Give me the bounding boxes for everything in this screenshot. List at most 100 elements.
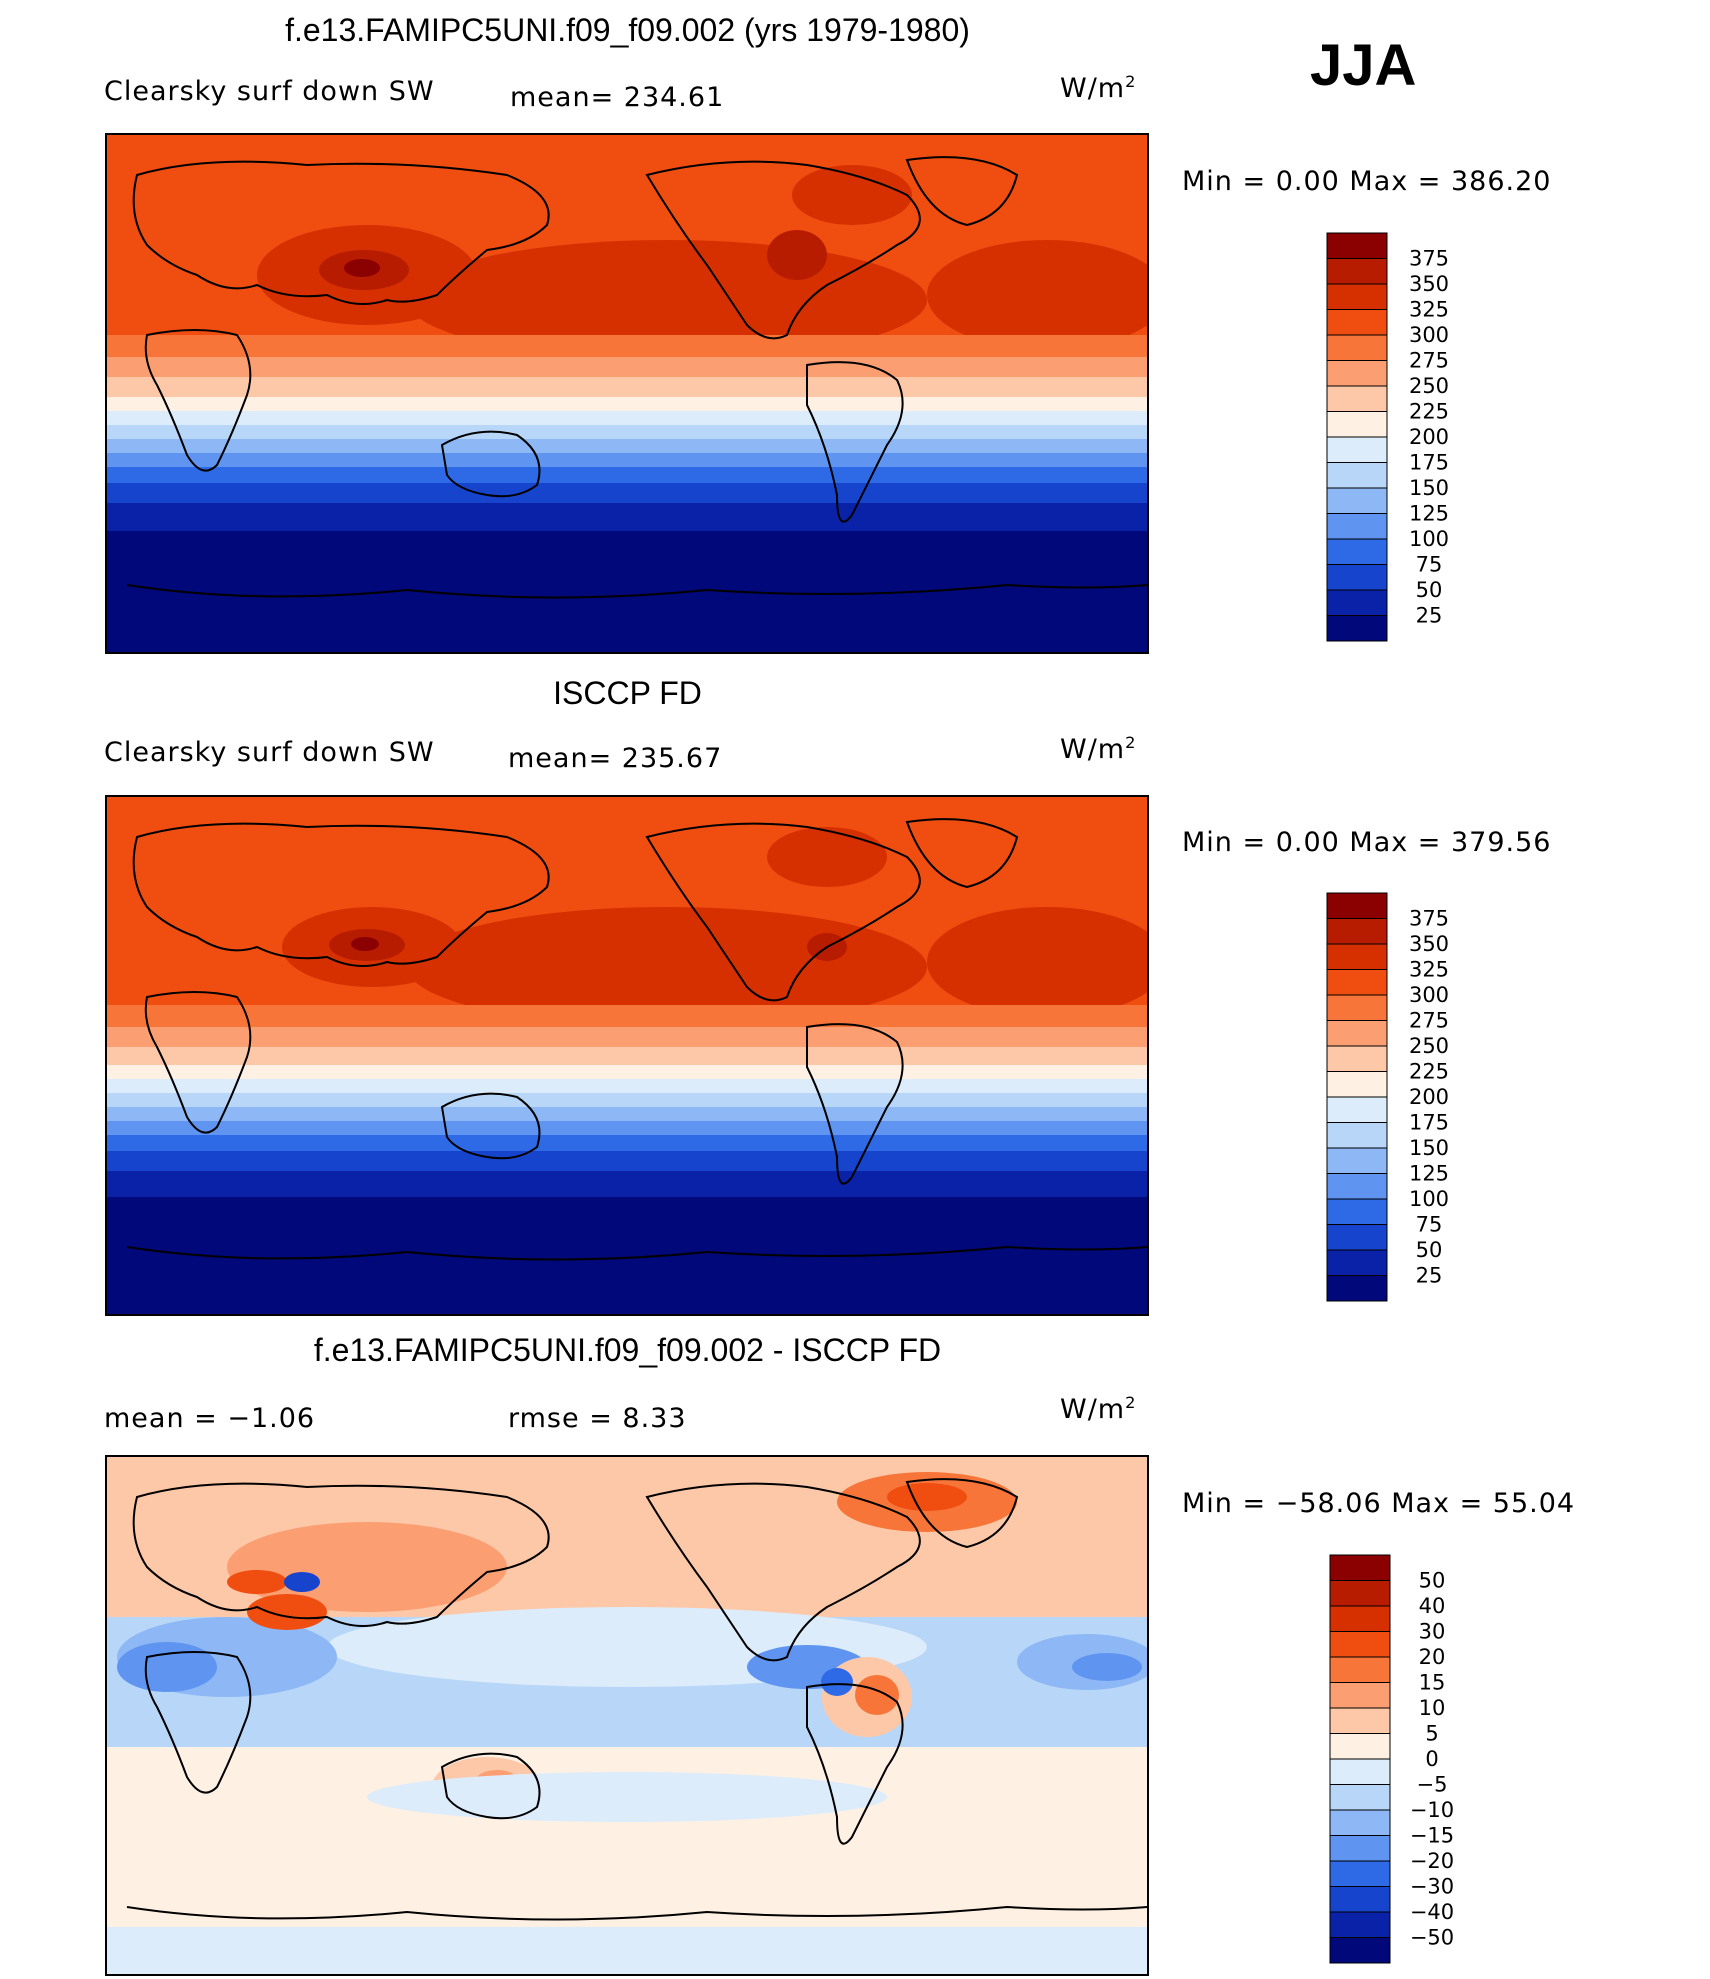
colorbar-swatch bbox=[1326, 334, 1388, 361]
colorbar-tick-label: 200 bbox=[1409, 425, 1449, 449]
colorbar-tick-label: 50 bbox=[1416, 578, 1443, 602]
colorbar-swatch bbox=[1326, 411, 1388, 438]
colorbar-tick-label: 225 bbox=[1409, 400, 1449, 424]
colorbar-swatch bbox=[1326, 538, 1388, 565]
panel1-mean: mean= 234.61 bbox=[510, 82, 725, 113]
colorbar-tick-label: 375 bbox=[1409, 247, 1449, 271]
colorbar-swatch bbox=[1326, 615, 1388, 642]
colorbar-swatch bbox=[1326, 1224, 1388, 1251]
panel1-title: f.e13.FAMIPC5UNI.f09_f09.002 (yrs 1979-1… bbox=[285, 12, 970, 48]
colorbar-swatch bbox=[1326, 283, 1388, 310]
panel2-title: ISCCP FD bbox=[553, 675, 702, 711]
colorbar-swatch bbox=[1326, 1198, 1388, 1225]
panel1-map bbox=[105, 133, 1149, 654]
colorbar-swatch bbox=[1329, 1835, 1391, 1862]
colorbar-swatch bbox=[1329, 1707, 1391, 1734]
colorbar-swatch bbox=[1326, 943, 1388, 970]
colorbar-swatch bbox=[1329, 1784, 1391, 1811]
colorbar-tick-label: −40 bbox=[1410, 1900, 1454, 1924]
colorbar-tick-label: 375 bbox=[1409, 907, 1449, 931]
colorbar-swatch bbox=[1329, 1937, 1391, 1964]
panel1-colorbar: 375 350 325 300 275 250 225 200 175 150 125 100 75 50… bbox=[1326, 232, 1477, 645]
colorbar-swatch bbox=[1329, 1682, 1391, 1709]
colorbar-swatch bbox=[1326, 309, 1388, 336]
colorbar-swatch bbox=[1329, 1911, 1391, 1938]
colorbar-swatch bbox=[1326, 1122, 1388, 1149]
colorbar-swatch bbox=[1329, 1758, 1391, 1785]
colorbar-tick-label: 300 bbox=[1409, 323, 1449, 347]
panel3-colorbar: 50 40 30 20 15 10 5 0 −5 −10 −15 −20 −30 −40 −50 bbox=[1329, 1554, 1480, 1967]
colorbar-swatch bbox=[1329, 1809, 1391, 1836]
colorbar-tick-label: 300 bbox=[1409, 983, 1449, 1007]
colorbar-swatch bbox=[1326, 564, 1388, 591]
colorbar-tick-label: −50 bbox=[1410, 1926, 1454, 1950]
colorbar-swatch bbox=[1326, 969, 1388, 996]
panel2-range: Min = 0.00 Max = 379.56 bbox=[1182, 827, 1552, 858]
panel2-map bbox=[105, 795, 1149, 1316]
colorbar-tick-label: −15 bbox=[1410, 1824, 1454, 1848]
colorbar-tick-label: 150 bbox=[1409, 476, 1449, 500]
panel3-rmse: rmse = 8.33 bbox=[508, 1403, 687, 1434]
colorbar-tick-label: 175 bbox=[1409, 451, 1449, 475]
colorbar-tick-label: −30 bbox=[1410, 1875, 1454, 1899]
colorbar-tick-label: 350 bbox=[1409, 932, 1449, 956]
panel1-units: W/m2 bbox=[1060, 72, 1137, 104]
panel2-units: W/m2 bbox=[1060, 733, 1137, 765]
colorbar-tick-label: −20 bbox=[1410, 1849, 1454, 1873]
colorbar-tick-label: 25 bbox=[1416, 604, 1443, 628]
panel3-range: Min = −58.06 Max = 55.04 bbox=[1182, 1488, 1576, 1519]
colorbar-tick-label: 200 bbox=[1409, 1085, 1449, 1109]
colorbar-swatch bbox=[1326, 1096, 1388, 1123]
colorbar-tick-label: 100 bbox=[1409, 527, 1449, 551]
colorbar-swatch bbox=[1326, 892, 1388, 919]
colorbar-tick-label: 50 bbox=[1419, 1569, 1446, 1593]
colorbar-swatch bbox=[1329, 1554, 1391, 1581]
colorbar-tick-label: −5 bbox=[1417, 1773, 1448, 1797]
colorbar-tick-label: 175 bbox=[1409, 1111, 1449, 1135]
colorbar-tick-label: 125 bbox=[1409, 1162, 1449, 1186]
colorbar-tick-label: 125 bbox=[1409, 502, 1449, 526]
colorbar-tick-label: 40 bbox=[1419, 1594, 1446, 1618]
colorbar-swatch bbox=[1326, 360, 1388, 387]
colorbar-swatch bbox=[1329, 1860, 1391, 1887]
season-label: JJA bbox=[1310, 33, 1417, 98]
panel3-mean: mean = −1.06 bbox=[104, 1403, 316, 1434]
colorbar-tick-label: 25 bbox=[1416, 1264, 1443, 1288]
colorbar-tick-label: 350 bbox=[1409, 272, 1449, 296]
colorbar-swatch bbox=[1326, 513, 1388, 540]
colorbar-swatch bbox=[1329, 1580, 1391, 1607]
colorbar-tick-label: 100 bbox=[1409, 1187, 1449, 1211]
colorbar-tick-label: 30 bbox=[1419, 1620, 1446, 1644]
colorbar-swatch bbox=[1326, 436, 1388, 463]
colorbar-swatch bbox=[1326, 994, 1388, 1021]
colorbar-swatch bbox=[1329, 1733, 1391, 1760]
colorbar-swatch bbox=[1329, 1631, 1391, 1658]
panel3-units: W/m2 bbox=[1060, 1393, 1137, 1425]
colorbar-swatch bbox=[1326, 385, 1388, 412]
colorbar-swatch bbox=[1329, 1656, 1391, 1683]
colorbar-swatch bbox=[1326, 1071, 1388, 1098]
colorbar-swatch bbox=[1326, 1045, 1388, 1072]
colorbar-swatch bbox=[1326, 1147, 1388, 1174]
colorbar-swatch bbox=[1329, 1886, 1391, 1913]
colorbar-tick-label: 5 bbox=[1425, 1722, 1438, 1746]
colorbar-tick-label: 325 bbox=[1409, 298, 1449, 322]
colorbar-swatch bbox=[1326, 1173, 1388, 1200]
colorbar-tick-label: 325 bbox=[1409, 958, 1449, 982]
panel2-variable: Clearsky surf down SW bbox=[104, 737, 435, 768]
panel2-mean: mean= 235.67 bbox=[508, 743, 723, 774]
colorbar-swatch bbox=[1326, 258, 1388, 285]
colorbar-swatch bbox=[1326, 232, 1388, 259]
colorbar-tick-label: 275 bbox=[1409, 349, 1449, 373]
colorbar-tick-label: 225 bbox=[1409, 1060, 1449, 1084]
colorbar-tick-label: 20 bbox=[1419, 1645, 1446, 1669]
colorbar-swatch bbox=[1326, 462, 1388, 489]
colorbar-tick-label: 250 bbox=[1409, 374, 1449, 398]
colorbar-swatch bbox=[1326, 1275, 1388, 1302]
panel3-title: f.e13.FAMIPC5UNI.f09_f09.002 - ISCCP FD bbox=[313, 1332, 942, 1368]
colorbar-tick-label: 10 bbox=[1419, 1696, 1446, 1720]
colorbar-swatch bbox=[1329, 1605, 1391, 1632]
colorbar-tick-label: 275 bbox=[1409, 1009, 1449, 1033]
panel2-colorbar: 375 350 325 300 275 250 225 200 175 150 125 100 75 50… bbox=[1326, 892, 1477, 1305]
panel1-range: Min = 0.00 Max = 386.20 bbox=[1182, 166, 1552, 197]
